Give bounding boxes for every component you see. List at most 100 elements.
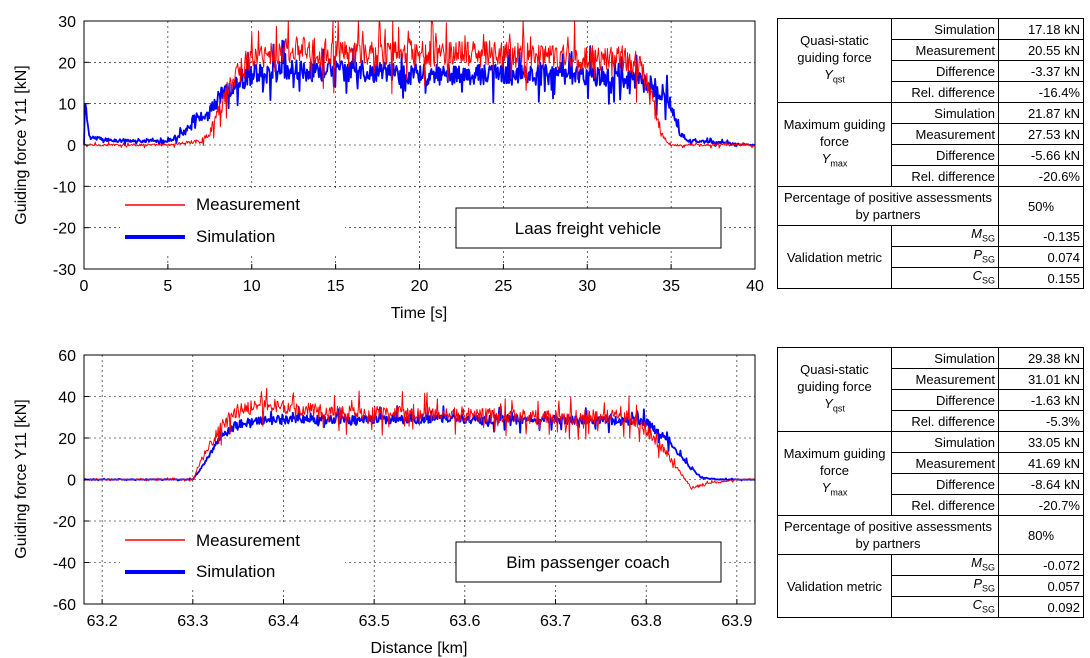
metric-symbol: PSG [891, 575, 999, 597]
legend-box [120, 188, 345, 253]
y-max-subscript: max [830, 487, 848, 498]
row-label: Simulation [891, 431, 999, 453]
row-label: Simulation [891, 18, 999, 40]
m-sg-subscript: SG [981, 233, 995, 244]
annotation-text: Bim passenger coach [506, 553, 669, 572]
table-row: Difference -3.37 kN [778, 60, 1084, 82]
quasi-static-group-cell: Quasi-static guiding force Yqst [777, 347, 892, 432]
metric-symbol: MSG [891, 225, 999, 247]
p-sg-symbol: P [973, 575, 982, 591]
table-row: Difference -1.63 kN [778, 389, 1084, 411]
results-table-bim: Quasi-static guiding force Yqst Simulati… [777, 347, 1084, 618]
y-tick-label: 60 [58, 348, 76, 365]
x-tick-label: 63.3 [177, 613, 208, 630]
row-value: 17.18 kN [998, 18, 1084, 40]
row-label: Difference [891, 389, 999, 411]
row-label: Difference [891, 473, 999, 495]
x-axis-label: Distance [km] [371, 640, 468, 657]
row-value: 41.69 kN [998, 452, 1084, 474]
series-line-measurement [83, 20, 756, 149]
annotation-text: Laas freight vehicle [515, 219, 661, 238]
legend: Measurement Simulation [120, 188, 345, 253]
metric-value: 0.074 [998, 246, 1084, 268]
m-sg-symbol: M [971, 554, 982, 570]
x-tick-label: 20 [411, 278, 429, 295]
y-axis-label: Guiding force Y11 [kN] [13, 399, 30, 559]
table-row: Measurement 31.01 kN [778, 368, 1084, 390]
y-tick-label: 10 [58, 97, 76, 114]
series-lines [83, 387, 756, 490]
row-label: Simulation [891, 102, 999, 124]
metric-symbol: CSG [891, 267, 999, 289]
table-row: Difference -5.66 kN [778, 144, 1084, 166]
row-value: -1.63 kN [998, 389, 1084, 411]
c-sg-subscript: SG [981, 275, 995, 286]
annotation-box [455, 207, 722, 249]
metric-value: 0.155 [998, 267, 1084, 289]
metric-value: -0.135 [998, 225, 1084, 247]
y-tick-label: 30 [58, 14, 76, 31]
metric-value: 0.092 [998, 596, 1084, 618]
row-value: -16.4% [998, 81, 1084, 103]
y-qst-subscript: qst [832, 74, 845, 85]
y-tick-label: -20 [53, 514, 76, 531]
series-line-simulation [83, 39, 756, 148]
quasi-static-label: Quasi-static guiding force [797, 362, 872, 395]
quasi-static-group-cell: Quasi-static guiding force Yqst [777, 18, 892, 103]
x-tick-label: 0 [80, 278, 89, 295]
series-line-measurement [83, 387, 756, 490]
row-value: 31.01 kN [998, 368, 1084, 390]
y-tick-label: -30 [53, 262, 76, 279]
y-tick-label: -60 [53, 597, 76, 614]
table-row: PSG 0.074 [778, 246, 1084, 268]
y-ticks: 30 20 10 0 -10 -20 -30 [53, 14, 89, 279]
y-tick-label: -10 [53, 179, 76, 196]
row-value: 29.38 kN [998, 347, 1084, 369]
row-value: -3.37 kN [998, 60, 1084, 82]
legend-label-measurement: Measurement [196, 531, 300, 550]
row-value: -20.6% [998, 165, 1084, 187]
x-tick-label: 63.6 [449, 613, 480, 630]
percentage-label: Percentage of positive assessments by pa… [777, 186, 999, 226]
row-value: 21.87 kN [998, 102, 1084, 124]
quasi-static-label: Quasi-static guiding force [797, 33, 872, 66]
validation-metric-label: Validation metric [777, 225, 892, 289]
row-label: Measurement [891, 123, 999, 145]
results-table-laas: Quasi-static guiding force Yqst Simulati… [777, 18, 1084, 289]
row-label: Rel. difference [891, 165, 999, 187]
legend: Measurement Simulation [120, 525, 345, 590]
x-tick-label: 15 [327, 278, 345, 295]
maximum-label: Maximum guiding force [783, 446, 886, 479]
y-qst-symbol: Y [824, 67, 833, 83]
maximum-group-cell: Maximum guiding force Ymax [777, 102, 892, 187]
y-tick-label: -40 [53, 556, 76, 573]
table-row: Percentage of positive assessments by pa… [777, 515, 1084, 555]
y-max-symbol: Y [821, 151, 831, 167]
y-tick-label: 0 [67, 473, 76, 490]
x-tick-label: 10 [243, 278, 261, 295]
m-sg-subscript: SG [981, 562, 995, 573]
metric-symbol: PSG [891, 246, 999, 268]
y-max-symbol: Y [821, 480, 831, 496]
y-tick-label: 0 [67, 138, 76, 155]
table-row: Validation metric MSG -0.135 [777, 225, 1084, 289]
p-sg-subscript: SG [981, 254, 995, 265]
x-ticks: 0 5 10 15 20 25 30 35 40 [80, 264, 764, 295]
percentage-value: 50% [998, 186, 1084, 226]
table-row: Validation metric MSG -0.072 [777, 554, 1084, 618]
row-label: Measurement [891, 368, 999, 390]
x-tick-label: 63.2 [87, 613, 118, 630]
row-value: 33.05 kN [998, 431, 1084, 453]
c-sg-symbol: C [972, 596, 982, 612]
table-row: Measurement 41.69 kN [778, 452, 1084, 474]
x-tick-label: 63.9 [721, 613, 752, 630]
metric-symbol: CSG [891, 596, 999, 618]
c-sg-subscript: SG [981, 604, 995, 615]
c-sg-symbol: C [972, 267, 982, 283]
chart-laas: 30 20 10 0 -10 -20 -30 0 5 10 15 20 25 30 35 40 Time [… [13, 14, 764, 322]
x-tick-label: 63.8 [631, 613, 662, 630]
row-label: Rel. difference [891, 410, 999, 432]
y-tick-label: 20 [58, 431, 76, 448]
legend-box [120, 525, 345, 590]
